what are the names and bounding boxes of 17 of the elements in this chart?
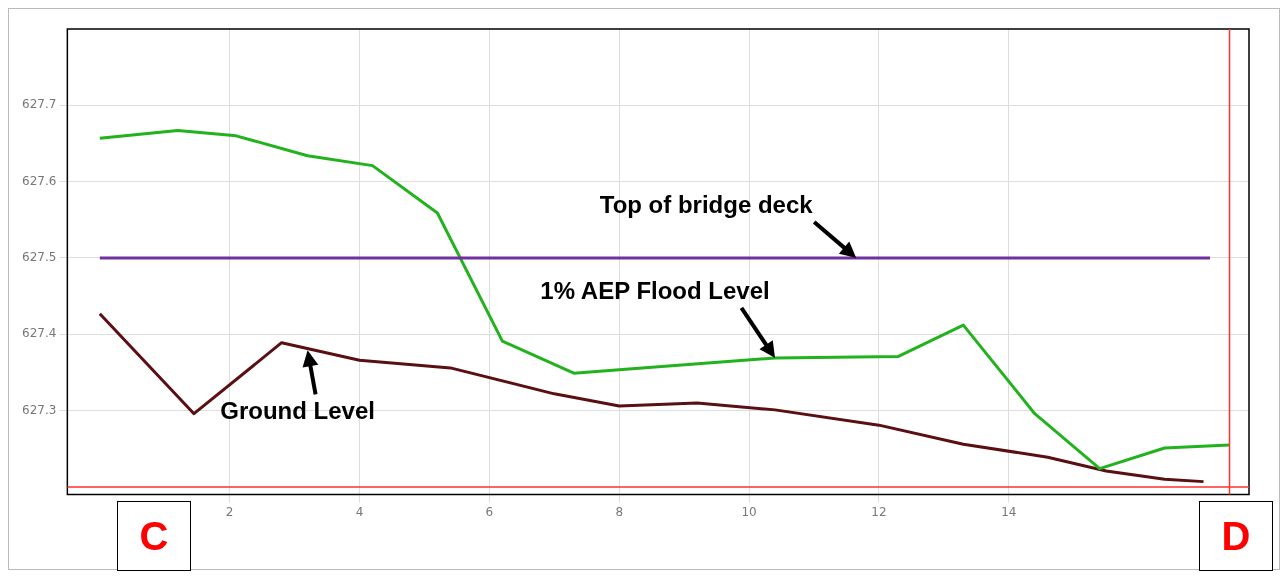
x-tick-label: 2 (225, 504, 234, 519)
annotation: 1% AEP Flood Level (540, 276, 770, 304)
annotation: Top of bridge deck (599, 190, 814, 218)
annotation: Ground Level (220, 396, 375, 424)
x-tick-label: 8 (615, 504, 624, 519)
x-tick-label: 14 (1001, 504, 1017, 519)
x-tick-label: 10 (741, 504, 757, 519)
y-tick-label: 627.3 (21, 402, 57, 417)
y-tick-label: 627.6 (21, 173, 57, 188)
x-tick-label: 6 (485, 504, 494, 519)
text: D (1199, 501, 1273, 571)
x-tick-label: 4 (355, 504, 364, 519)
y-tick-label: 627.5 (21, 250, 57, 265)
y-tick-label: 627.7 (21, 97, 57, 112)
x-tick-label: 12 (871, 504, 887, 519)
text: C (117, 501, 191, 571)
y-tick-label: 627.4 (21, 326, 57, 341)
